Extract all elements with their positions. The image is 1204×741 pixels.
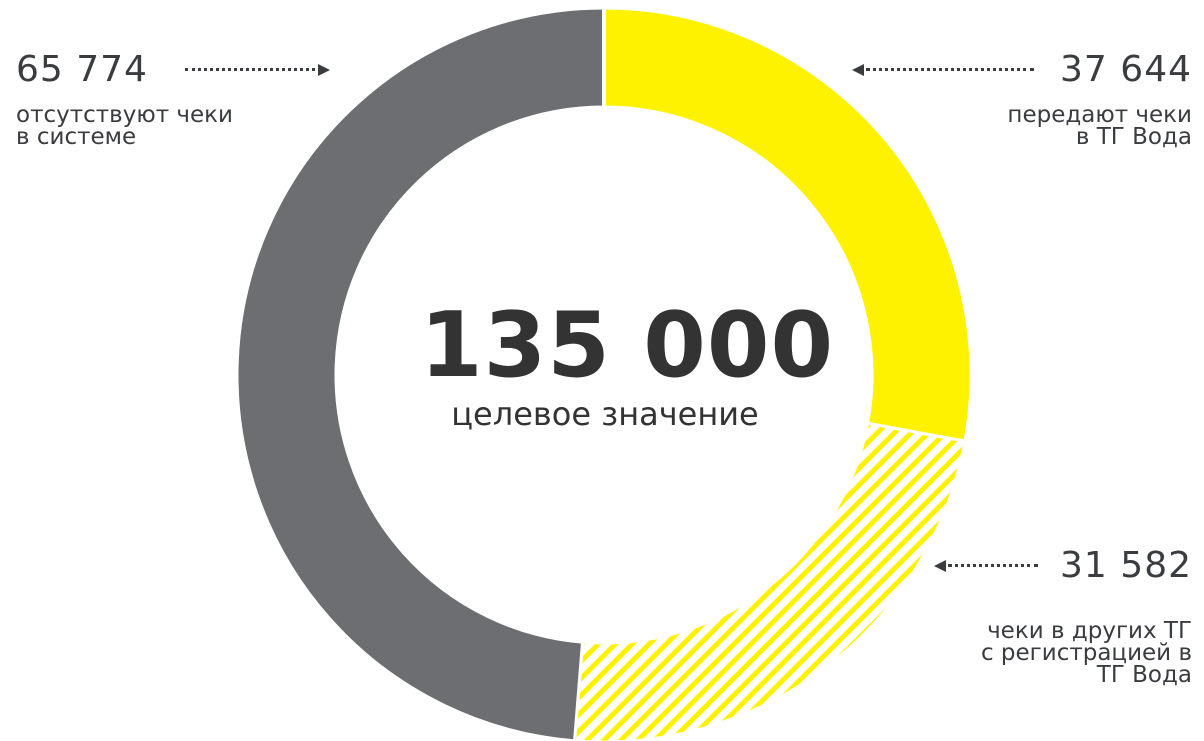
donut-slice-hatched xyxy=(573,421,967,741)
arrow-head-hatched xyxy=(934,560,946,572)
arrow-yellow xyxy=(866,68,1034,73)
arrow-gray xyxy=(185,68,315,73)
arrow-head-gray xyxy=(318,64,330,76)
label-yellow-value: 37 644 xyxy=(1060,49,1192,90)
center-total-value: 135 000 xyxy=(420,293,835,398)
arrow-head-yellow xyxy=(852,64,864,76)
center-total-caption: целевое значение xyxy=(451,395,759,433)
label-yellow-description: передают чеки в ТГ Вода xyxy=(1007,102,1192,150)
label-gray-value: 65 774 xyxy=(16,49,148,90)
label-hatched-value: 31 582 xyxy=(1060,545,1192,586)
donut-slice-yellow xyxy=(602,6,973,443)
label-hatched-description: чеки в других ТГ с регистрацией в ТГ Вод… xyxy=(980,618,1192,688)
label-gray-description: отсутствуют чеки в системе xyxy=(16,102,233,150)
arrow-hatched xyxy=(948,564,1038,569)
donut-slice-gray xyxy=(235,6,606,741)
